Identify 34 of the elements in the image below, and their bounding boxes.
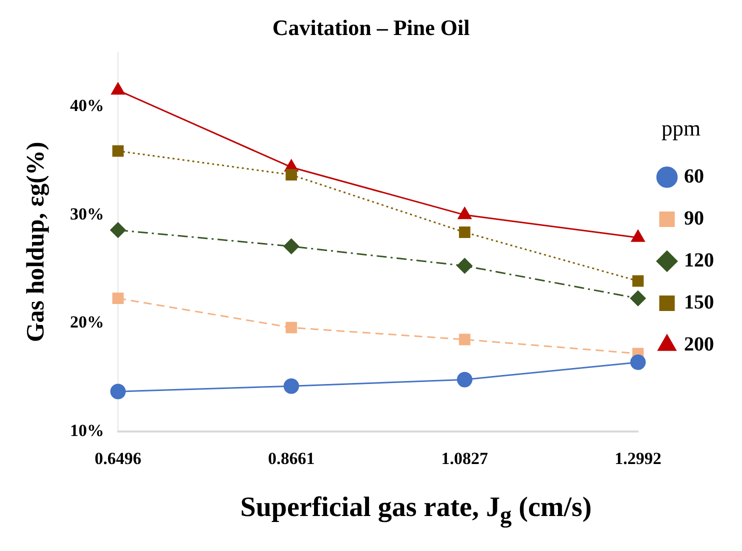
chart-title: Cavitation – Pine Oil [272, 14, 470, 40]
point [632, 275, 644, 287]
point [458, 334, 470, 346]
legend-label: 200 [684, 333, 714, 356]
point [456, 372, 472, 388]
point [110, 222, 126, 238]
x-tick-label: 0.6496 [94, 449, 142, 468]
point [630, 354, 646, 370]
x-tick-label: 1.0827 [441, 449, 489, 468]
legend-label: 60 [684, 165, 704, 188]
x-tick-label: 1.2992 [614, 449, 662, 468]
point [110, 384, 126, 400]
point [630, 290, 646, 306]
point [286, 322, 298, 334]
legend-label: 90 [684, 207, 704, 230]
legend-title: ppm [661, 116, 701, 141]
point [112, 145, 124, 157]
y-tick-label: 40% [70, 96, 104, 115]
legend-label: 120 [684, 249, 714, 272]
point [284, 238, 300, 254]
x-tick-label: 0.8661 [268, 449, 315, 468]
y-axis-title: Gas holdup, εg(%) [22, 142, 50, 342]
point [456, 258, 472, 274]
x-axis-title: Superficial gas rate, J$_{g}$ (cm/s) [239, 492, 593, 530]
point [111, 82, 125, 95]
point [458, 226, 470, 238]
y-tick-label: 10% [70, 420, 104, 440]
point [286, 169, 298, 181]
point [284, 378, 300, 394]
point [458, 207, 472, 220]
y-tick-label: 20% [70, 312, 104, 332]
point [112, 292, 124, 304]
legend-label: 150 [684, 291, 714, 314]
y-tick-label: 30% [70, 204, 104, 224]
